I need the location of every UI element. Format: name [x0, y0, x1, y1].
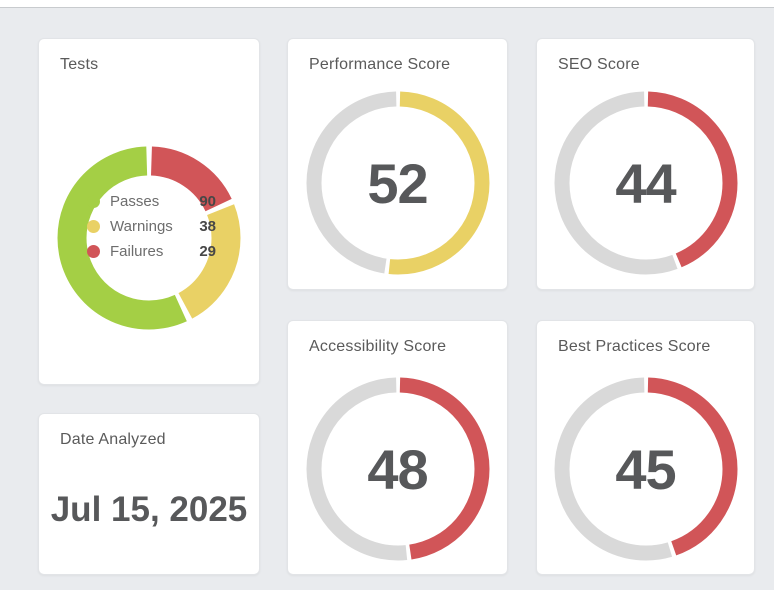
failures-legend-label: Failures	[110, 243, 164, 260]
best-practices-gauge-chart: 45	[553, 376, 739, 562]
legend-row-failures: Failures 29	[87, 239, 216, 264]
accessibility-gauge-chart: 48	[305, 376, 491, 562]
tests-donut-svg	[57, 146, 241, 330]
performance-gauge-chart: 52	[305, 90, 491, 276]
best-practices-gauge-svg	[554, 377, 737, 561]
legend-row-warnings: Warnings 38	[87, 214, 216, 239]
accessibility-score-card: Accessibility Score 48	[287, 320, 508, 575]
seo-score-title: SEO Score	[558, 56, 640, 73]
accessibility-score-value: 48	[367, 437, 428, 501]
tests-card: Tests Passes 90 Warnings 38 Failures 29	[38, 38, 260, 385]
best-practices-score-title: Best Practices Score	[558, 338, 711, 355]
performance-gauge-svg	[306, 91, 489, 275]
performance-score-title: Performance Score	[309, 56, 451, 73]
best-practices-score-value: 45	[615, 437, 676, 501]
accessibility-gauge-svg	[306, 377, 489, 561]
accessibility-score-title: Accessibility Score	[309, 338, 447, 355]
date-analyzed-title: Date Analyzed	[60, 431, 166, 448]
top-divider-bar	[0, 0, 774, 8]
passes-legend-dot-icon	[87, 195, 100, 208]
failures-legend-value: 29	[199, 243, 216, 260]
warnings-legend-value: 38	[199, 218, 216, 235]
performance-score-card: Performance Score 52	[287, 38, 508, 290]
tests-donut-legend: Passes 90 Warnings 38 Failures 29	[87, 189, 216, 264]
seo-score-value: 44	[615, 151, 676, 215]
warnings-legend-label: Warnings	[110, 218, 173, 235]
tests-donut-chart: Passes 90 Warnings 38 Failures 29	[54, 143, 244, 333]
failures-legend-dot-icon	[87, 245, 100, 258]
best-practices-score-card: Best Practices Score 45	[536, 320, 755, 575]
seo-gauge-chart: 44	[553, 90, 739, 276]
passes-legend-label: Passes	[110, 193, 160, 210]
tests-card-title: Tests	[60, 56, 99, 73]
passes-legend-value: 90	[199, 193, 216, 210]
performance-score-value: 52	[367, 151, 428, 215]
seo-score-card: SEO Score 44	[536, 38, 755, 290]
seo-gauge-svg	[554, 91, 737, 275]
warnings-legend-dot-icon	[87, 220, 100, 233]
date-analyzed-card: Date Analyzed Jul 15, 2025	[38, 413, 260, 575]
legend-row-passes: Passes 90	[87, 189, 216, 214]
date-analyzed-value: Jul 15, 2025	[50, 490, 248, 529]
